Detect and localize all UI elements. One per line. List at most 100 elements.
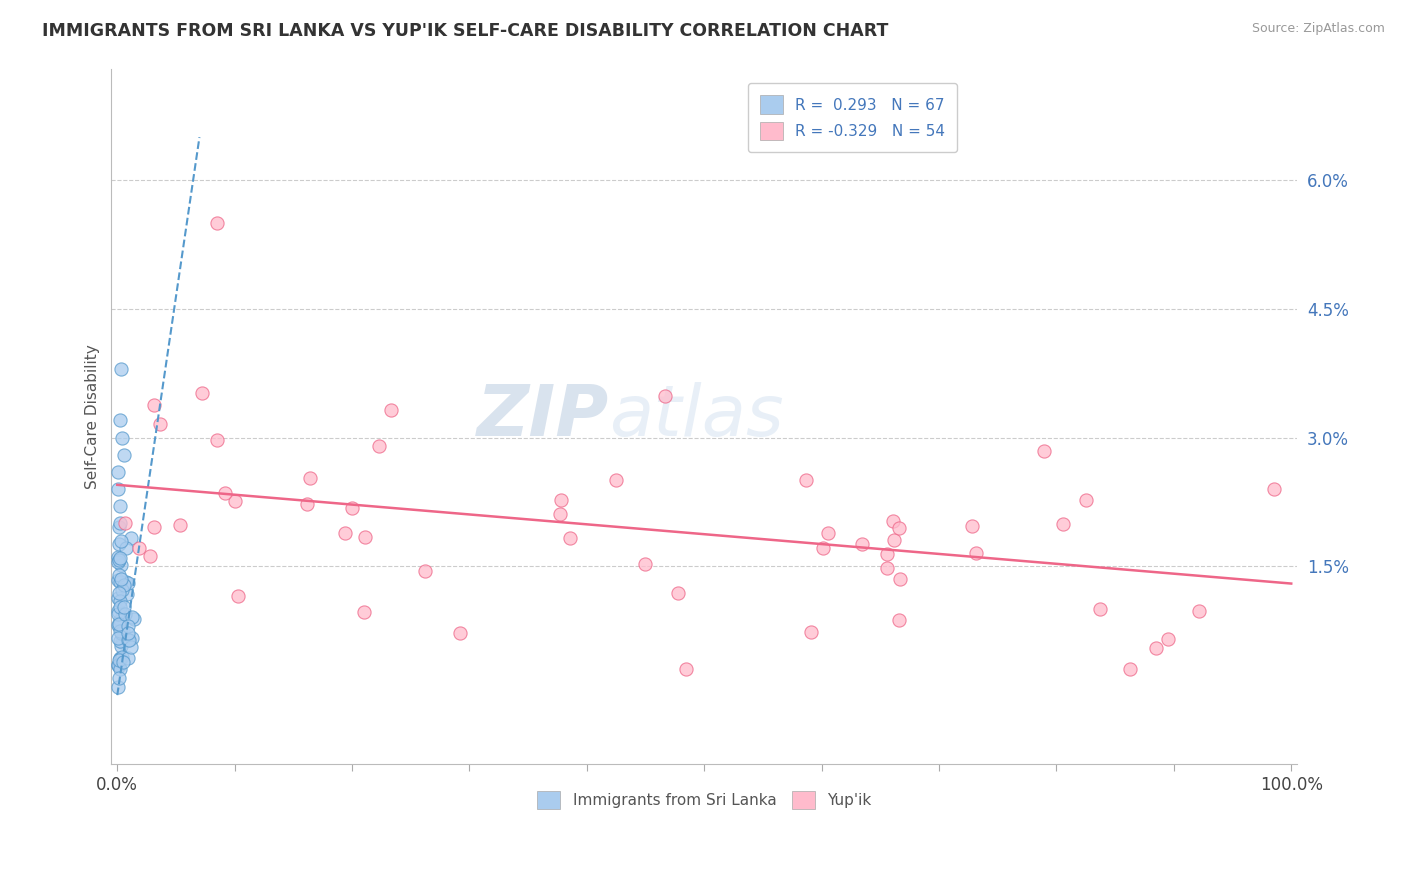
Point	[205, 433, 228, 447]
Point	[139, 549, 162, 563]
Point	[112, 448, 135, 462]
Point	[110, 573, 132, 587]
Point	[110, 639, 132, 653]
Point	[111, 649, 134, 664]
Point	[107, 607, 129, 622]
Point	[800, 625, 823, 640]
Point	[108, 568, 131, 582]
Point	[960, 519, 983, 533]
Point	[107, 574, 129, 588]
Point	[142, 398, 165, 412]
Point	[107, 618, 129, 632]
Point	[117, 618, 139, 632]
Point	[111, 635, 134, 649]
Point	[108, 650, 131, 665]
Point	[558, 531, 581, 545]
Point	[811, 541, 834, 555]
Point	[876, 547, 898, 561]
Point	[128, 541, 150, 555]
Point	[121, 609, 143, 624]
Point	[413, 564, 436, 578]
Point	[120, 531, 142, 545]
Point	[111, 431, 134, 445]
Point	[380, 403, 402, 417]
Point	[675, 662, 697, 676]
Point	[883, 533, 905, 548]
Point	[634, 558, 657, 572]
Point	[117, 626, 139, 640]
Point	[108, 516, 131, 531]
Point	[143, 520, 166, 534]
Point	[889, 572, 911, 586]
Point	[114, 575, 136, 590]
Point	[121, 632, 143, 646]
Point	[882, 515, 904, 529]
Point	[110, 533, 132, 548]
Point	[107, 631, 129, 645]
Point	[122, 612, 145, 626]
Point	[108, 659, 131, 673]
Point	[111, 607, 134, 621]
Point	[108, 500, 131, 514]
Point	[114, 516, 136, 531]
Point	[342, 501, 364, 516]
Point	[298, 471, 321, 485]
Point	[887, 520, 910, 534]
Point	[851, 537, 873, 551]
Point	[114, 607, 136, 621]
Point	[117, 650, 139, 665]
Point	[876, 561, 898, 575]
Point	[108, 653, 131, 667]
Point	[1074, 492, 1097, 507]
Point	[120, 640, 142, 654]
Point	[108, 550, 131, 565]
Point	[107, 680, 129, 694]
Point	[107, 671, 129, 685]
Point	[1032, 444, 1054, 458]
Point	[108, 520, 131, 534]
Point	[110, 362, 132, 376]
Point	[353, 605, 375, 619]
Point	[108, 617, 131, 632]
Point	[1144, 640, 1167, 655]
Point	[108, 536, 131, 550]
Point	[112, 655, 135, 669]
Point	[354, 531, 377, 545]
Point	[108, 634, 131, 648]
Point	[107, 591, 129, 606]
Text: ZIP: ZIP	[477, 382, 609, 450]
Point	[548, 507, 571, 521]
Point	[112, 599, 135, 614]
Point	[149, 417, 172, 431]
Point	[108, 662, 131, 676]
Text: Source: ZipAtlas.com: Source: ZipAtlas.com	[1251, 22, 1385, 36]
Point	[110, 558, 132, 572]
Point	[115, 587, 138, 601]
Point	[117, 576, 139, 591]
Point	[1157, 632, 1180, 646]
Point	[654, 388, 676, 402]
Point	[108, 413, 131, 427]
Text: IMMIGRANTS FROM SRI LANKA VS YUP'IK SELF-CARE DISABILITY CORRELATION CHART: IMMIGRANTS FROM SRI LANKA VS YUP'IK SELF…	[42, 22, 889, 40]
Point	[368, 439, 391, 453]
Legend: Immigrants from Sri Lanka, Yup'ik: Immigrants from Sri Lanka, Yup'ik	[531, 784, 877, 815]
Point	[605, 473, 627, 487]
Text: atlas: atlas	[609, 382, 785, 450]
Point	[887, 613, 910, 627]
Point	[1188, 604, 1211, 618]
Point	[108, 619, 131, 633]
Point	[1088, 602, 1111, 616]
Point	[108, 586, 131, 600]
Point	[191, 386, 214, 401]
Point	[107, 555, 129, 569]
Point	[1263, 483, 1285, 497]
Point	[108, 624, 131, 639]
Point	[107, 549, 129, 564]
Y-axis label: Self-Care Disability: Self-Care Disability	[86, 343, 100, 489]
Point	[666, 586, 689, 600]
Point	[108, 652, 131, 666]
Point	[111, 582, 134, 597]
Point	[1052, 517, 1074, 532]
Point	[110, 625, 132, 640]
Point	[107, 465, 129, 479]
